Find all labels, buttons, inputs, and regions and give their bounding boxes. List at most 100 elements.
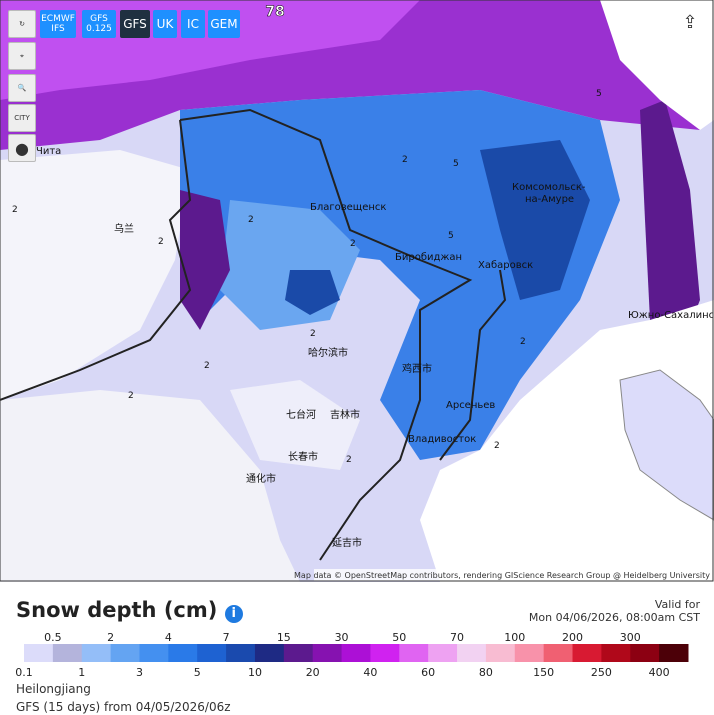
model-button-label: UK xyxy=(156,17,174,31)
legend-title-text: Snow depth (cm) xyxy=(16,598,218,622)
model-button-label: GFS xyxy=(90,14,108,24)
scale-label: 2 xyxy=(107,631,114,644)
place: 延吉市 xyxy=(332,536,362,549)
place: 哈尔滨市 xyxy=(308,346,348,359)
scale-label: 150 xyxy=(533,666,554,678)
scale-label: 40 xyxy=(363,666,377,678)
scale-label: 30 xyxy=(335,631,349,644)
place: Хабаровск xyxy=(478,260,533,271)
color-cell xyxy=(110,644,140,662)
bare-land xyxy=(0,390,300,582)
model-button[interactable]: ECMWF IFS xyxy=(40,10,76,38)
zoom-button[interactable]: 🔍 xyxy=(8,74,36,102)
color-cell xyxy=(168,644,198,662)
place: 乌兰 xyxy=(114,222,134,235)
city-button[interactable]: CITY xyxy=(8,104,36,132)
color-cell xyxy=(399,644,429,662)
border xyxy=(179,108,473,561)
scale-label: 400 xyxy=(649,666,670,678)
model-button[interactable]: UK xyxy=(153,10,177,38)
contour-label: 2 xyxy=(520,337,526,347)
place: 七台河 xyxy=(286,408,316,421)
scale-label: 250 xyxy=(591,666,612,678)
sakhalin xyxy=(640,100,700,350)
contour-label: 2 xyxy=(402,155,408,165)
hokkaido xyxy=(619,369,714,521)
model-button[interactable]: IC xyxy=(181,10,205,38)
color-cell xyxy=(457,644,487,662)
bare-land xyxy=(0,150,190,400)
bare-land xyxy=(230,380,360,470)
model-button-label: IFS xyxy=(51,24,65,34)
scale-label: 7 xyxy=(223,631,230,644)
color-cell xyxy=(139,644,169,662)
model-button[interactable]: GFS xyxy=(120,10,150,38)
place-labels: Чита Благовещенск Биробиджан Хабаровск К… xyxy=(36,146,714,549)
place: Владивосток xyxy=(408,434,476,445)
place: Арсеньев xyxy=(446,400,495,411)
place: 鸡西市 xyxy=(402,362,432,375)
color-cell xyxy=(341,644,371,662)
contour-labels: 2 2 5 2 2 2 2 5 2 5 2 2 2 2 xyxy=(12,89,602,465)
color-cell xyxy=(24,644,54,662)
snow-deep xyxy=(285,270,340,315)
scale-label: 10 xyxy=(248,666,262,678)
sea xyxy=(420,300,714,582)
place: 长春市 xyxy=(288,450,318,463)
map: Чита Благовещенск Биробиджан Хабаровск К… xyxy=(0,0,714,582)
color-cell xyxy=(514,644,545,662)
scale-label: 5 xyxy=(194,666,201,678)
run-info: GFS (15 days) from 04/05/2026/06z xyxy=(16,700,231,714)
color-cell xyxy=(283,644,314,662)
reload-button[interactable]: ↻ xyxy=(8,10,36,38)
info-icon[interactable]: i xyxy=(224,605,243,623)
attribution: Map data © OpenStreetMap contributors, r… xyxy=(294,571,710,580)
color-cell xyxy=(630,644,660,662)
colorbar: 0.1 0.5 1 2 3 4 5 7 10 15 20 30 40 50 60 70 80 100 150 200 2… xyxy=(15,631,689,678)
color-cell xyxy=(254,644,285,662)
scale-label: 70 xyxy=(450,631,464,644)
color-cell xyxy=(428,644,458,662)
border xyxy=(0,119,192,401)
contour-label: 2 xyxy=(248,215,254,225)
model-button[interactable]: GEM xyxy=(208,10,240,38)
color-cell xyxy=(226,644,256,662)
place: Чита xyxy=(36,146,61,157)
color-cell xyxy=(659,644,689,662)
model-button-label: ECMWF xyxy=(41,14,75,24)
dot-button[interactable]: ● xyxy=(8,134,36,162)
share-icon[interactable]: ⇪ xyxy=(682,12,697,33)
sea xyxy=(600,0,714,130)
snow-heavy xyxy=(180,190,230,330)
place: на-Амуре xyxy=(525,194,574,205)
contour-label: 5 xyxy=(453,159,459,169)
place: 通化市 xyxy=(246,472,276,485)
valid-time: Mon 04/06/2026, 08:00am CST xyxy=(528,611,700,624)
model-button-label: GFS xyxy=(123,17,147,31)
scale-label: 4 xyxy=(165,631,172,644)
color-cell xyxy=(601,644,631,662)
attribution-bg xyxy=(314,569,712,581)
scale-label: 0.5 xyxy=(44,631,62,644)
model-button[interactable]: GFS 0.125 xyxy=(82,10,116,38)
contour-label: 2 xyxy=(128,391,134,401)
scale-label: 50 xyxy=(392,631,406,644)
color-cell xyxy=(312,644,343,662)
contour-label: 2 xyxy=(12,205,18,215)
map-frame xyxy=(0,0,714,582)
location-button[interactable]: ⌖ xyxy=(8,42,36,70)
color-cell xyxy=(543,644,574,662)
place: Комсомольск- xyxy=(512,182,586,193)
scale-label: 1 xyxy=(78,666,85,678)
run-marker: 78 xyxy=(265,4,284,20)
contour-label: 5 xyxy=(448,231,454,241)
scale-label: 15 xyxy=(277,631,291,644)
place: 吉林市 xyxy=(330,408,360,421)
contour-label: 2 xyxy=(494,441,500,451)
color-cell xyxy=(81,644,112,662)
model-button-label: GEM xyxy=(210,17,238,31)
region: Heilongjiang xyxy=(16,682,91,696)
scale-label: 0.1 xyxy=(15,666,33,678)
place: Южно-Сахалинск xyxy=(628,310,714,321)
